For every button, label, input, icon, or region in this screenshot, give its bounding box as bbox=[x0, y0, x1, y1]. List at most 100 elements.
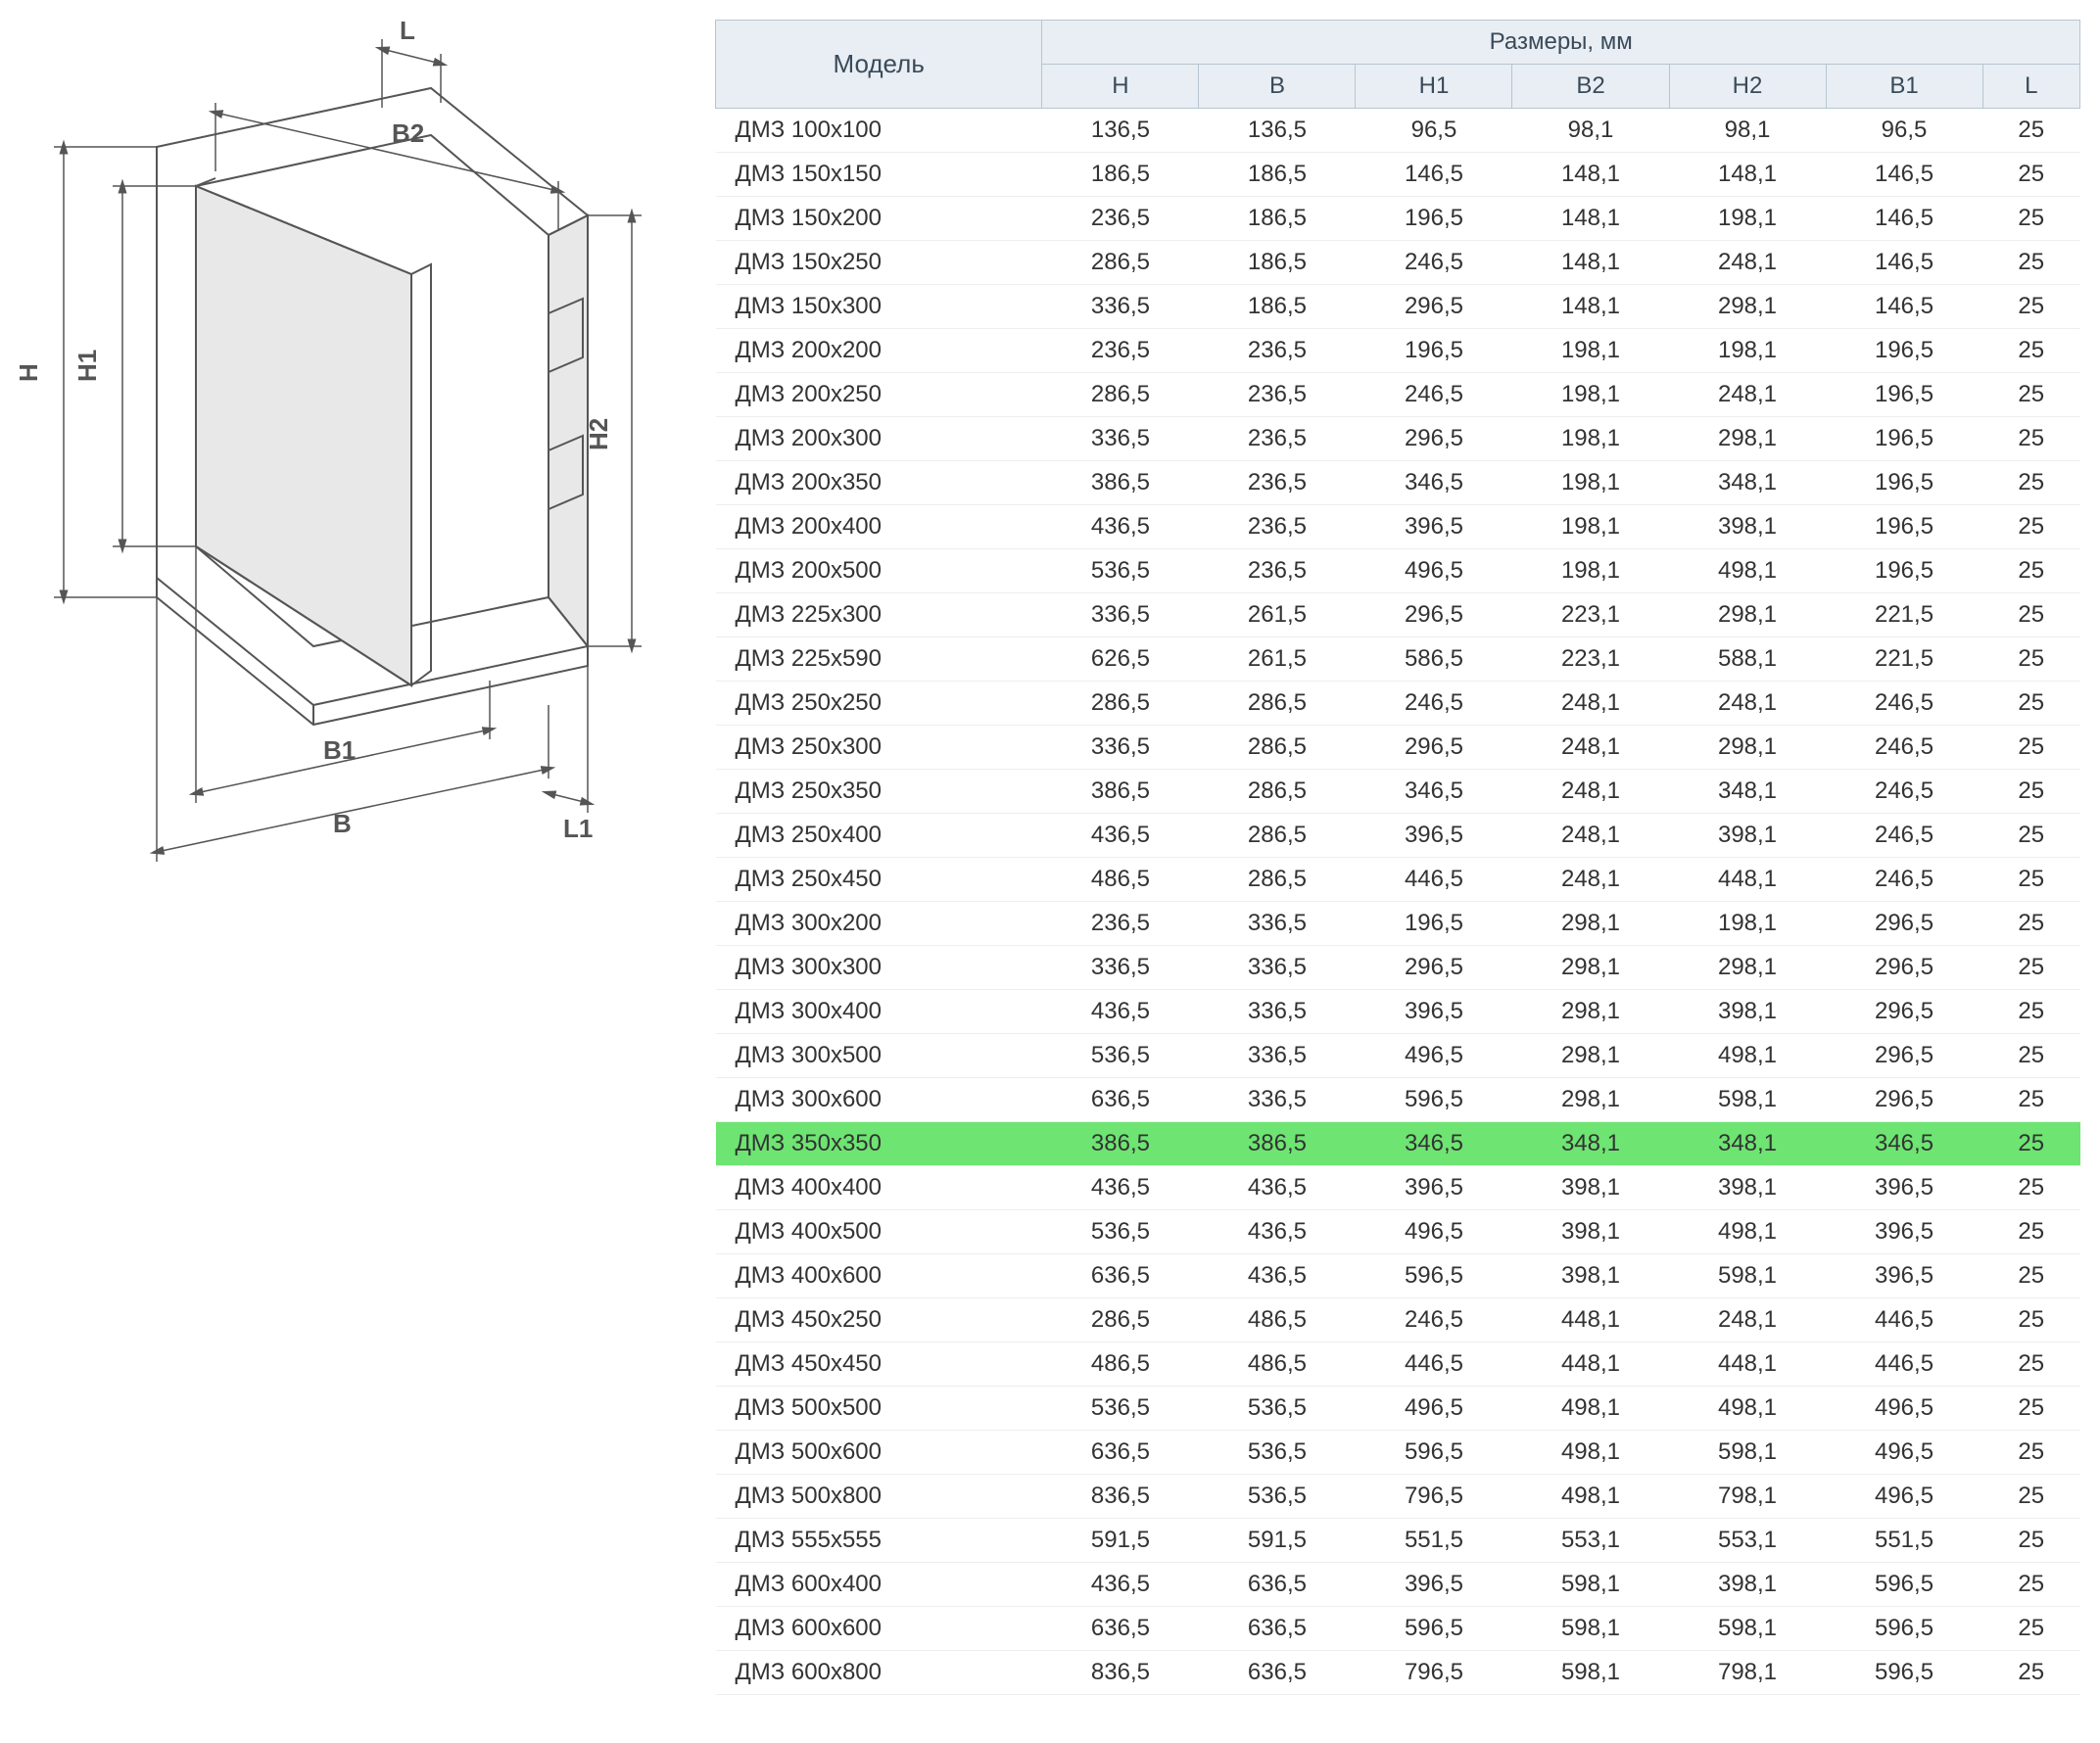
value-cell: 296,5 bbox=[1356, 417, 1512, 461]
value-cell: 25 bbox=[1982, 770, 2079, 814]
value-cell: 336,5 bbox=[1199, 990, 1356, 1034]
value-cell: 236,5 bbox=[1042, 197, 1199, 241]
value-cell: 636,5 bbox=[1042, 1607, 1199, 1651]
model-cell: ДМЗ 300х500 bbox=[716, 1034, 1042, 1078]
model-cell: ДМЗ 200х350 bbox=[716, 461, 1042, 505]
value-cell: 246,5 bbox=[1356, 241, 1512, 285]
value-cell: 536,5 bbox=[1199, 1431, 1356, 1475]
value-cell: 236,5 bbox=[1199, 329, 1356, 373]
value-cell: 198,1 bbox=[1512, 461, 1669, 505]
model-cell: ДМЗ 200х400 bbox=[716, 505, 1042, 549]
value-cell: 296,5 bbox=[1356, 946, 1512, 990]
value-cell: 298,1 bbox=[1512, 990, 1669, 1034]
value-cell: 186,5 bbox=[1199, 285, 1356, 329]
value-cell: 588,1 bbox=[1669, 637, 1826, 682]
value-cell: 25 bbox=[1982, 505, 2079, 549]
value-cell: 148,1 bbox=[1669, 153, 1826, 197]
value-cell: 298,1 bbox=[1669, 726, 1826, 770]
value-cell: 186,5 bbox=[1199, 241, 1356, 285]
value-cell: 348,1 bbox=[1512, 1122, 1669, 1166]
value-cell: 496,5 bbox=[1356, 1387, 1512, 1431]
value-cell: 248,1 bbox=[1512, 726, 1669, 770]
table-row: ДМЗ 555х555591,5591,5551,5553,1553,1551,… bbox=[716, 1519, 2080, 1563]
value-cell: 286,5 bbox=[1042, 682, 1199, 726]
table-row: ДМЗ 500х600636,5536,5596,5498,1598,1496,… bbox=[716, 1431, 2080, 1475]
value-cell: 221,5 bbox=[1826, 593, 1982, 637]
table-row: ДМЗ 200х500536,5236,5496,5198,1498,1196,… bbox=[716, 549, 2080, 593]
value-cell: 246,5 bbox=[1826, 682, 1982, 726]
value-cell: 25 bbox=[1982, 858, 2079, 902]
value-cell: 96,5 bbox=[1826, 109, 1982, 153]
value-cell: 25 bbox=[1982, 549, 2079, 593]
value-cell: 336,5 bbox=[1199, 902, 1356, 946]
table-row: ДМЗ 600х400436,5636,5396,5598,1398,1596,… bbox=[716, 1563, 2080, 1607]
value-cell: 336,5 bbox=[1042, 946, 1199, 990]
value-cell: 25 bbox=[1982, 461, 2079, 505]
value-cell: 336,5 bbox=[1042, 726, 1199, 770]
model-cell: ДМЗ 600х400 bbox=[716, 1563, 1042, 1607]
value-cell: 596,5 bbox=[1826, 1651, 1982, 1695]
value-cell: 498,1 bbox=[1669, 549, 1826, 593]
value-cell: 25 bbox=[1982, 329, 2079, 373]
value-cell: 198,1 bbox=[1669, 197, 1826, 241]
model-cell: ДМЗ 200х300 bbox=[716, 417, 1042, 461]
value-cell: 398,1 bbox=[1512, 1254, 1669, 1298]
value-cell: 248,1 bbox=[1512, 814, 1669, 858]
value-cell: 248,1 bbox=[1512, 770, 1669, 814]
value-cell: 348,1 bbox=[1669, 461, 1826, 505]
dim-label-H: H bbox=[20, 363, 43, 382]
value-cell: 636,5 bbox=[1042, 1254, 1199, 1298]
value-cell: 596,5 bbox=[1826, 1563, 1982, 1607]
value-cell: 596,5 bbox=[1356, 1607, 1512, 1651]
value-cell: 196,5 bbox=[1356, 329, 1512, 373]
model-cell: ДМЗ 300х300 bbox=[716, 946, 1042, 990]
value-cell: 496,5 bbox=[1826, 1431, 1982, 1475]
value-cell: 436,5 bbox=[1199, 1210, 1356, 1254]
value-cell: 286,5 bbox=[1199, 770, 1356, 814]
value-cell: 248,1 bbox=[1512, 682, 1669, 726]
value-cell: 25 bbox=[1982, 1607, 2079, 1651]
value-cell: 796,5 bbox=[1356, 1475, 1512, 1519]
value-cell: 25 bbox=[1982, 726, 2079, 770]
value-cell: 448,1 bbox=[1512, 1343, 1669, 1387]
dim-label-B2: B2 bbox=[392, 118, 424, 148]
value-cell: 536,5 bbox=[1042, 1034, 1199, 1078]
model-cell: ДМЗ 250х400 bbox=[716, 814, 1042, 858]
value-cell: 136,5 bbox=[1042, 109, 1199, 153]
value-cell: 25 bbox=[1982, 902, 2079, 946]
value-cell: 286,5 bbox=[1199, 726, 1356, 770]
value-cell: 498,1 bbox=[1669, 1210, 1826, 1254]
value-cell: 436,5 bbox=[1199, 1254, 1356, 1298]
value-cell: 223,1 bbox=[1512, 637, 1669, 682]
value-cell: 336,5 bbox=[1199, 1034, 1356, 1078]
table-row: ДМЗ 200х250286,5236,5246,5198,1248,1196,… bbox=[716, 373, 2080, 417]
value-cell: 148,1 bbox=[1512, 241, 1669, 285]
value-cell: 386,5 bbox=[1199, 1122, 1356, 1166]
table-row: ДМЗ 450х450486,5486,5446,5448,1448,1446,… bbox=[716, 1343, 2080, 1387]
model-cell: ДМЗ 400х500 bbox=[716, 1210, 1042, 1254]
value-cell: 536,5 bbox=[1042, 1210, 1199, 1254]
value-cell: 196,5 bbox=[1356, 902, 1512, 946]
value-cell: 398,1 bbox=[1512, 1210, 1669, 1254]
value-cell: 296,5 bbox=[1826, 946, 1982, 990]
table-row: ДМЗ 200х400436,5236,5396,5198,1398,1196,… bbox=[716, 505, 2080, 549]
value-cell: 398,1 bbox=[1669, 814, 1826, 858]
value-cell: 196,5 bbox=[1826, 329, 1982, 373]
model-cell: ДМЗ 225х590 bbox=[716, 637, 1042, 682]
value-cell: 261,5 bbox=[1199, 637, 1356, 682]
value-cell: 798,1 bbox=[1669, 1475, 1826, 1519]
value-cell: 248,1 bbox=[1669, 373, 1826, 417]
value-cell: 398,1 bbox=[1512, 1166, 1669, 1210]
column-header: L bbox=[1982, 65, 2079, 109]
value-cell: 496,5 bbox=[1826, 1387, 1982, 1431]
model-cell: ДМЗ 500х800 bbox=[716, 1475, 1042, 1519]
model-cell: ДМЗ 200х200 bbox=[716, 329, 1042, 373]
value-cell: 486,5 bbox=[1199, 1343, 1356, 1387]
value-cell: 496,5 bbox=[1356, 549, 1512, 593]
value-cell: 446,5 bbox=[1826, 1343, 1982, 1387]
value-cell: 496,5 bbox=[1356, 1034, 1512, 1078]
value-cell: 196,5 bbox=[1826, 461, 1982, 505]
value-cell: 246,5 bbox=[1356, 682, 1512, 726]
model-cell: ДМЗ 250х250 bbox=[716, 682, 1042, 726]
value-cell: 448,1 bbox=[1669, 1343, 1826, 1387]
